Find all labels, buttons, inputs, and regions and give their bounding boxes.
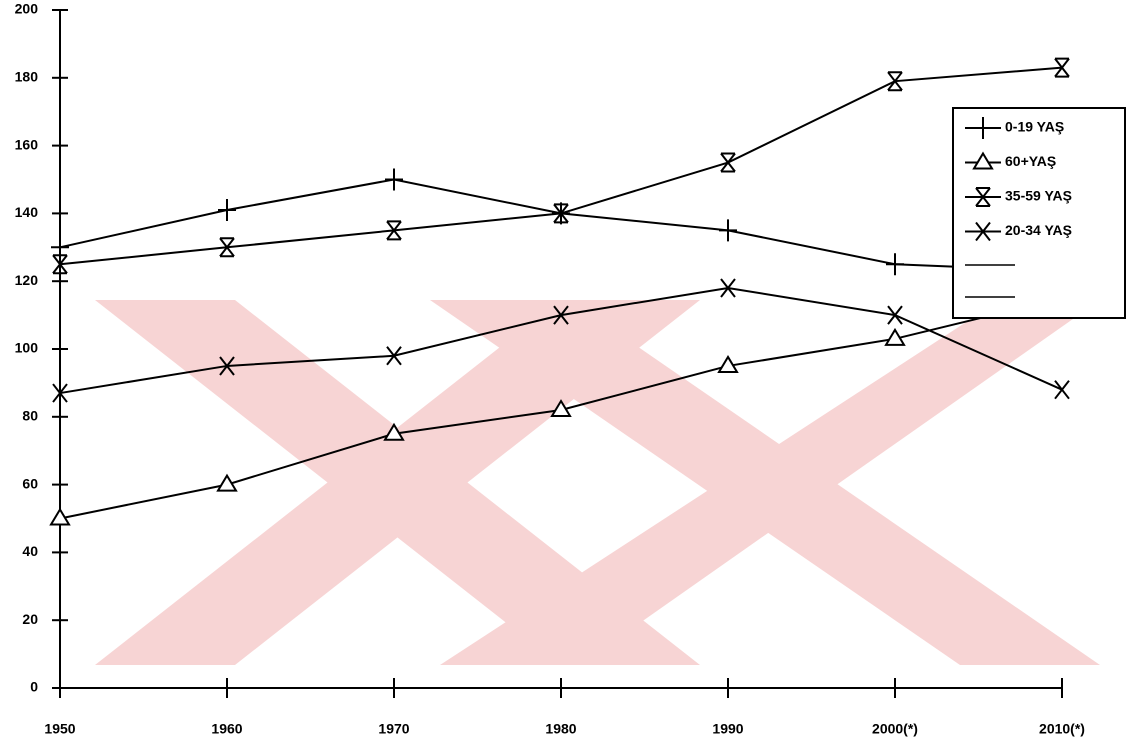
y-tick-label: 120: [15, 272, 39, 288]
marker-shape: [887, 71, 903, 92]
legend-marker: [975, 187, 991, 207]
marker-shape: [553, 305, 569, 325]
marker-shape: [720, 278, 736, 298]
marker-shape: [553, 203, 569, 224]
data-point: [52, 254, 68, 275]
y-tick-label: 0: [30, 679, 38, 695]
data-point: [219, 356, 235, 376]
data-point: [887, 71, 903, 92]
x-tick-label: 1980: [545, 721, 576, 737]
marker-shape: [887, 305, 903, 325]
marker-shape: [717, 355, 739, 373]
data-point: [886, 253, 904, 276]
series-line: [59, 66, 1063, 266]
marker-shape: [49, 507, 71, 526]
y-tick-label: 40: [22, 543, 38, 559]
x-tick-label: 1990: [712, 721, 743, 737]
y-tick-label: 180: [15, 69, 39, 85]
marker-shape: [884, 327, 906, 346]
y-tick-label: 100: [15, 340, 39, 356]
marker-shape: [52, 254, 68, 275]
marker-shape: [1054, 57, 1070, 78]
marker-shape: [383, 422, 405, 441]
marker-shape: [719, 219, 737, 242]
marker-shape: [219, 237, 235, 258]
marker-shape: [550, 399, 572, 418]
data-point: [887, 305, 903, 325]
x-tick-label: 2000(*): [872, 721, 918, 737]
series-line: [59, 178, 1063, 273]
marker-shape: [216, 473, 238, 492]
data-point: [1054, 57, 1070, 78]
data-point: [553, 305, 569, 325]
y-tick-label: 80: [22, 408, 38, 424]
data-point: [218, 199, 236, 222]
marker-shape: [1054, 380, 1070, 400]
data-point: [385, 168, 403, 191]
x-tick-label: 1960: [211, 721, 242, 737]
y-tick-label: 160: [15, 136, 39, 152]
data-point: [386, 220, 402, 241]
marker-shape: [385, 168, 403, 191]
y-tick-label: 200: [15, 1, 39, 17]
data-point: [216, 473, 238, 492]
y-tick-label: 20: [22, 611, 38, 627]
marker-shape: [886, 253, 904, 276]
data-point: [52, 383, 68, 403]
legend-label: 0-19 YAŞ: [1005, 119, 1064, 135]
marker-shape: [218, 199, 236, 222]
legend-label: 60+YAŞ: [1005, 153, 1056, 169]
watermark: [95, 300, 1100, 665]
data-point: [720, 152, 736, 173]
data-point: [719, 219, 737, 242]
y-tick-label: 60: [22, 475, 38, 491]
data-point: [720, 278, 736, 298]
legend-marker: [972, 151, 994, 170]
data-point: [49, 507, 71, 526]
x-tick-label: 1950: [44, 721, 75, 737]
data-point: [553, 203, 569, 224]
marker-shape: [52, 383, 68, 403]
marker-shape: [974, 117, 992, 139]
marker-shape: [720, 152, 736, 173]
marker-shape: [975, 221, 991, 242]
data-point: [717, 355, 739, 373]
marker-shape: [386, 220, 402, 241]
marker-shape: [219, 356, 235, 376]
y-tick-label: 140: [15, 204, 39, 220]
marker-shape: [975, 187, 991, 207]
x-tick-label: 1970: [378, 721, 409, 737]
marker-shape: [386, 346, 402, 366]
data-point: [386, 346, 402, 366]
legend-label: 20-34 YAŞ: [1005, 222, 1072, 238]
legend-label: 35-59 YAŞ: [1005, 188, 1072, 204]
data-point: [1054, 380, 1070, 400]
data-point: [884, 327, 906, 346]
x-tick-label: 2010(*): [1039, 721, 1085, 737]
data-point: [550, 399, 572, 418]
legend-marker: [975, 221, 991, 242]
legend-marker: [974, 117, 992, 139]
data-point: [383, 422, 405, 441]
legend-box: [952, 107, 1126, 319]
data-point: [219, 237, 235, 258]
marker-shape: [972, 151, 994, 170]
